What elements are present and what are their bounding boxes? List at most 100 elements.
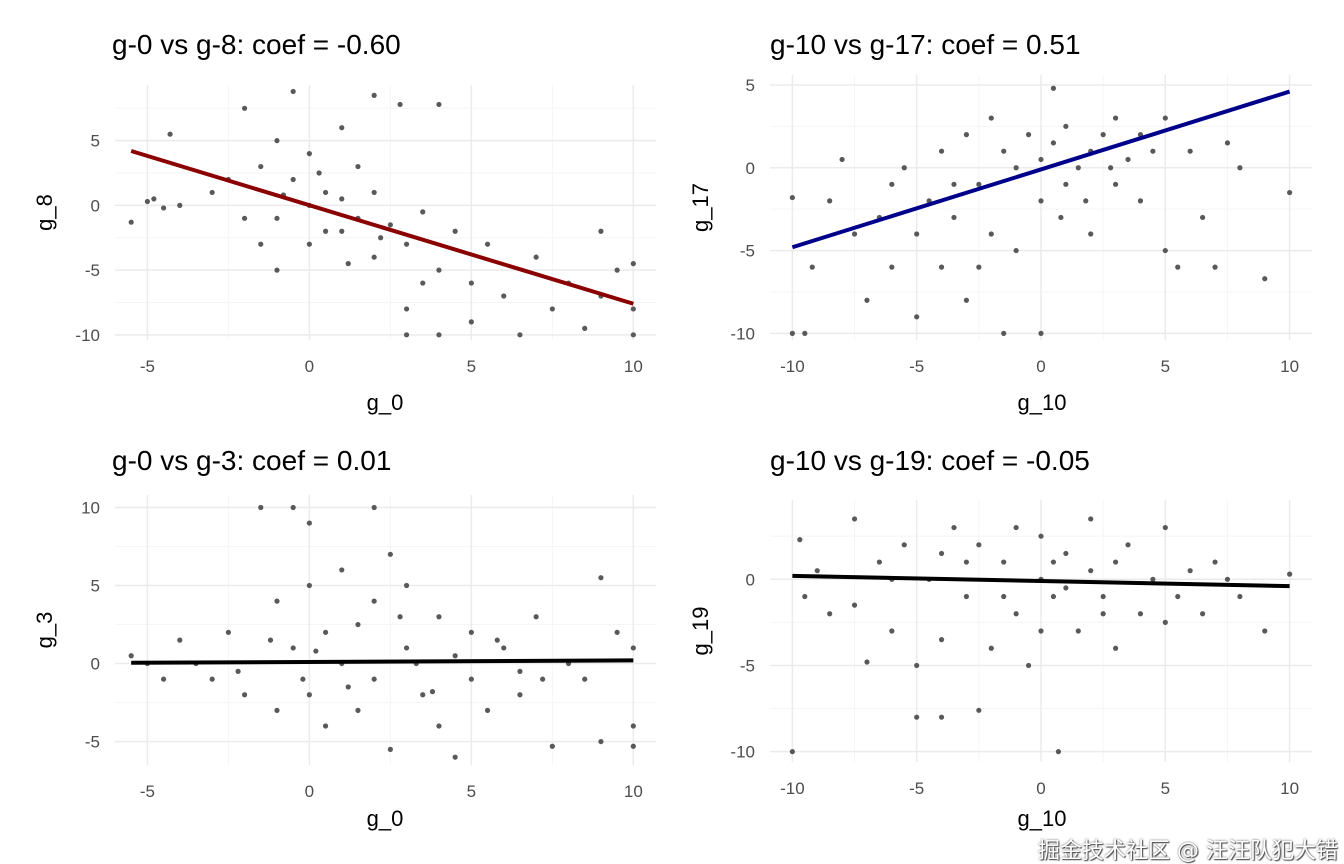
data-point xyxy=(468,676,474,682)
data-point xyxy=(789,194,795,201)
regression-line xyxy=(791,89,1291,250)
data-point xyxy=(397,614,403,620)
data-point xyxy=(598,575,604,581)
data-point xyxy=(549,306,555,312)
data-point xyxy=(1063,550,1069,557)
y-tick-label: -10 xyxy=(730,324,755,343)
data-point xyxy=(1025,662,1032,669)
x-axis-label: g_10 xyxy=(1018,806,1067,831)
data-point xyxy=(1224,140,1231,146)
panel-title: g-10 vs g-19: coef = -0.05 xyxy=(770,445,1090,476)
data-point xyxy=(1187,568,1193,574)
x-axis-label: g_0 xyxy=(367,806,404,831)
data-point xyxy=(864,297,870,303)
x-tick-label: 0 xyxy=(305,782,314,801)
x-tick-label: -10 xyxy=(780,779,805,798)
data-point xyxy=(1100,593,1106,600)
data-point xyxy=(403,241,410,247)
data-point xyxy=(1001,148,1007,154)
data-point xyxy=(901,165,907,171)
data-point xyxy=(241,105,248,111)
panel-3: -5 0 5 10 -5 0 5 10 g-0 vs g-3: coef = 0.01 g_0 g_… xyxy=(32,445,656,831)
data-point xyxy=(614,267,620,273)
data-point xyxy=(501,293,507,299)
data-point xyxy=(598,738,604,745)
data-point xyxy=(274,215,280,221)
data-point xyxy=(1125,156,1131,163)
data-point xyxy=(241,215,248,221)
data-point xyxy=(436,614,442,620)
x-tick-label: 5 xyxy=(467,782,476,801)
data-point xyxy=(1050,559,1057,565)
data-point xyxy=(160,205,167,211)
x-axis-label: g_0 xyxy=(367,390,404,415)
data-point xyxy=(1001,559,1007,565)
data-point xyxy=(976,707,982,713)
data-point xyxy=(306,520,312,526)
data-point xyxy=(235,668,241,674)
x-tick-label: 5 xyxy=(1161,357,1170,376)
data-point xyxy=(1112,181,1119,187)
data-point xyxy=(274,598,280,604)
data-point xyxy=(306,151,312,157)
data-point xyxy=(1063,123,1069,129)
data-point xyxy=(345,261,351,267)
data-point xyxy=(267,637,274,643)
data-point xyxy=(468,280,474,286)
y-tick-label: 0 xyxy=(746,570,755,589)
data-point xyxy=(1075,628,1081,634)
data-point xyxy=(167,131,173,137)
data-point xyxy=(1108,165,1114,171)
data-point xyxy=(436,267,442,273)
panel-title: g-0 vs g-3: coef = 0.01 xyxy=(112,445,391,476)
data-point xyxy=(241,692,248,698)
data-point xyxy=(814,568,820,574)
data-point xyxy=(1001,593,1007,600)
data-point xyxy=(914,662,920,669)
data-point xyxy=(339,228,345,234)
data-point xyxy=(1262,628,1268,634)
x-tick-label: -5 xyxy=(909,779,924,798)
data-point xyxy=(468,629,474,635)
data-point xyxy=(345,684,351,690)
data-point xyxy=(128,653,134,659)
y-tick-label: -10 xyxy=(75,326,100,345)
y-axis-label: g_8 xyxy=(32,194,57,231)
data-point xyxy=(306,582,312,589)
data-point xyxy=(851,231,858,237)
y-tick-label: -10 xyxy=(730,743,755,762)
data-point xyxy=(225,629,231,635)
data-point xyxy=(300,676,306,682)
data-point xyxy=(339,196,345,202)
data-point xyxy=(889,628,895,634)
data-point xyxy=(387,746,393,752)
data-point xyxy=(1137,611,1144,617)
data-point xyxy=(177,202,183,208)
data-point xyxy=(420,280,426,286)
data-point xyxy=(339,125,345,131)
data-point xyxy=(809,264,815,270)
y-tick-label: 0 xyxy=(91,655,100,674)
x-tick-label: 5 xyxy=(467,357,476,376)
data-point xyxy=(827,611,833,617)
data-point xyxy=(976,264,982,270)
data-point xyxy=(988,115,994,121)
x-tick-label: 0 xyxy=(1036,779,1045,798)
y-axis-label: g_3 xyxy=(32,612,57,649)
x-tick-label: 10 xyxy=(1280,779,1299,798)
data-point xyxy=(1112,645,1119,651)
data-point xyxy=(1237,593,1243,600)
x-tick-label: -5 xyxy=(140,782,155,801)
data-point xyxy=(1013,611,1019,617)
data-point xyxy=(128,219,134,225)
data-point xyxy=(1112,115,1119,121)
data-point xyxy=(1038,330,1044,336)
data-point xyxy=(339,567,345,573)
data-point xyxy=(371,504,377,511)
data-point xyxy=(851,516,858,522)
x-tick-label: 10 xyxy=(624,357,643,376)
data-point xyxy=(789,749,795,755)
data-point xyxy=(420,209,426,215)
data-point xyxy=(1025,132,1032,138)
